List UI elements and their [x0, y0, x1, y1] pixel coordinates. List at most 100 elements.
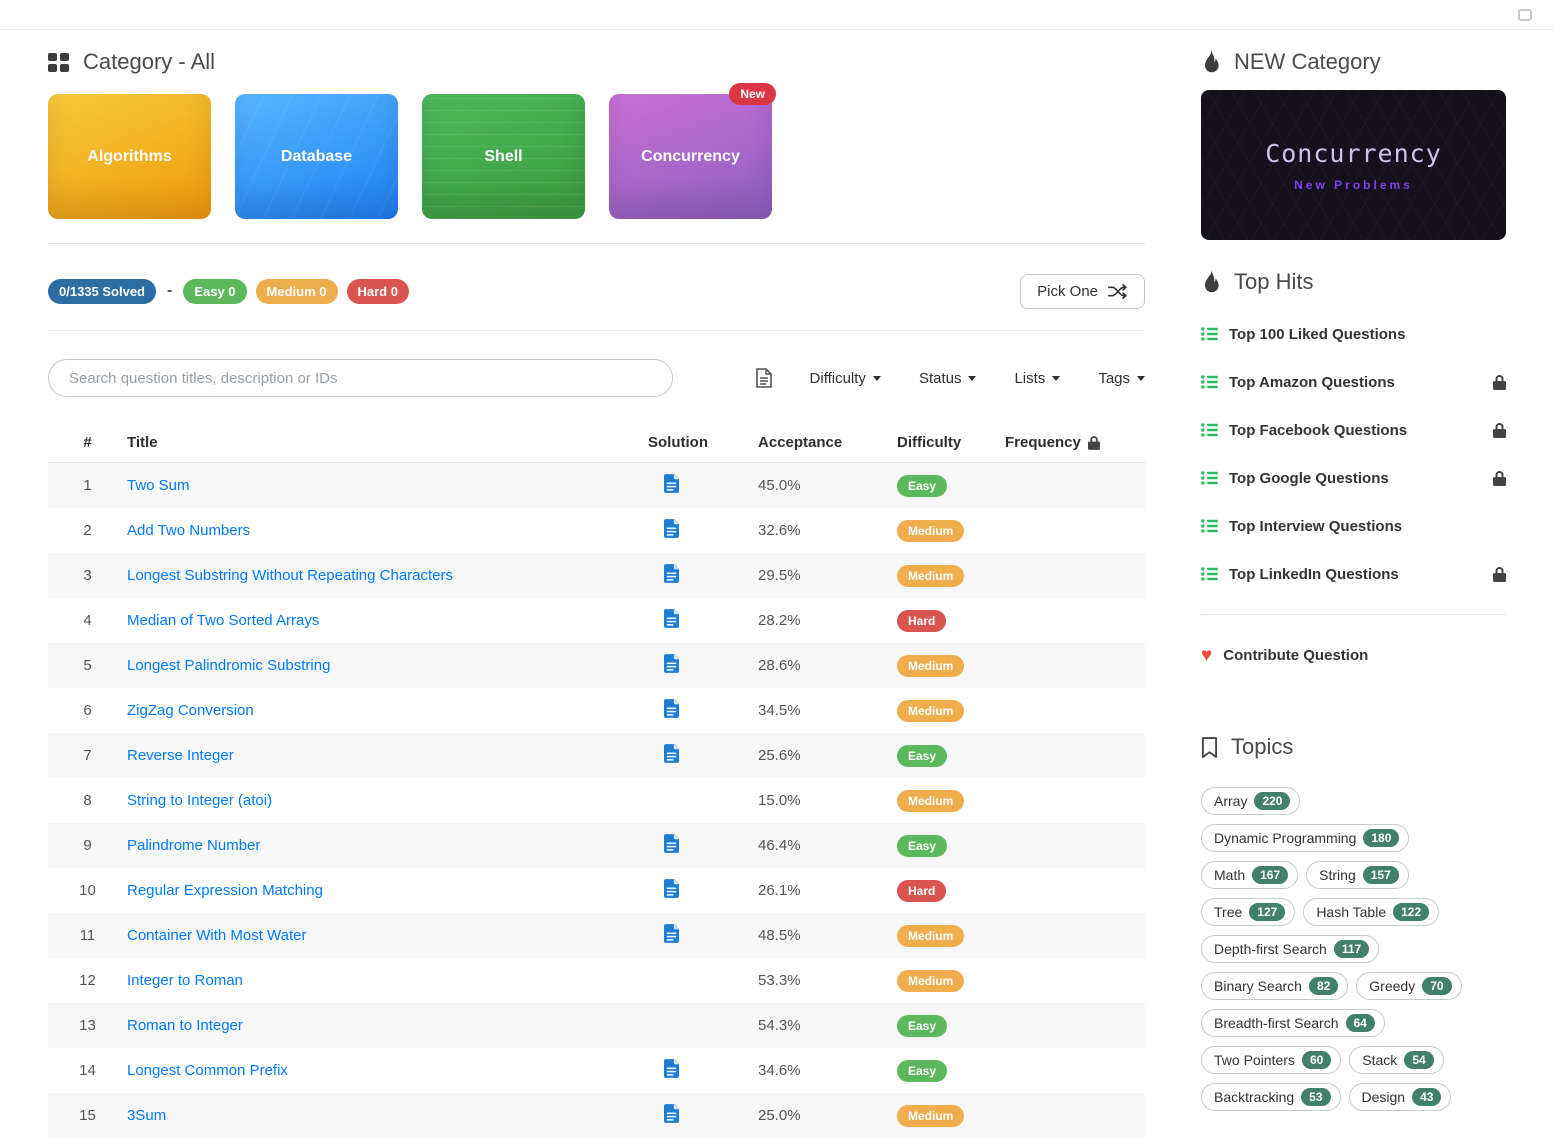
- topic-tag[interactable]: Hash Table 122: [1303, 898, 1440, 926]
- contribute-question-link[interactable]: ♥ Contribute Question: [1201, 641, 1506, 669]
- topic-tag[interactable]: Two Pointers 60: [1201, 1046, 1342, 1074]
- search-input[interactable]: [48, 359, 673, 397]
- solution-icon[interactable]: [664, 609, 679, 628]
- question-title-link[interactable]: Two Sum: [127, 477, 190, 494]
- promo-card-subtitle: New Problems: [1294, 177, 1413, 192]
- solution-icon[interactable]: [664, 1059, 679, 1078]
- topics-title: Topics: [1231, 734, 1294, 759]
- question-number: 9: [83, 837, 92, 854]
- top-hits-item[interactable]: Top 100 Liked Questions: [1201, 310, 1506, 358]
- acceptance-value: 25.6%: [758, 747, 801, 764]
- category-card[interactable]: Algorithms: [48, 94, 211, 219]
- navbar-icon[interactable]: [1518, 8, 1532, 21]
- difficulty-badge: Medium: [897, 564, 965, 587]
- topic-tag-label: Dynamic Programming: [1214, 830, 1357, 846]
- topic-tag[interactable]: Backtracking 53: [1201, 1083, 1341, 1111]
- topic-tag-count: 220: [1254, 792, 1291, 810]
- topics-list: Array 220 Dynamic Programming 180 Math 1…: [1201, 787, 1506, 1111]
- lists-filter[interactable]: Lists: [1014, 369, 1061, 387]
- new-category-title: NEW Category: [1234, 49, 1381, 74]
- concurrency-promo-card[interactable]: Concurrency New Problems: [1201, 90, 1506, 240]
- list-icon: [1201, 423, 1218, 437]
- solution-icon[interactable]: [664, 654, 679, 673]
- topic-tag[interactable]: Array 220: [1201, 787, 1301, 815]
- topic-tag[interactable]: Design 43: [1348, 1083, 1452, 1111]
- question-title-link[interactable]: Longest Palindromic Substring: [127, 657, 331, 674]
- difficulty-badge: Medium: [897, 969, 965, 992]
- question-title-link[interactable]: Reverse Integer: [127, 747, 234, 764]
- chevron-down-icon: [872, 375, 881, 381]
- solution-icon[interactable]: [664, 879, 679, 898]
- solution-icon[interactable]: [664, 834, 679, 853]
- solution-icon[interactable]: [664, 699, 679, 718]
- difficulty-badge: Medium: [897, 789, 965, 812]
- top-hits-item[interactable]: Top Interview Questions: [1201, 502, 1506, 550]
- solution-icon[interactable]: [664, 564, 679, 583]
- category-card[interactable]: Shell: [422, 94, 585, 219]
- top-hits-item[interactable]: Top Facebook Questions: [1201, 406, 1506, 454]
- solution-icon[interactable]: [664, 744, 679, 763]
- difficulty-filter[interactable]: Difficulty: [810, 370, 881, 387]
- table-row: 14 Longest Common Prefix: [48, 1048, 1145, 1093]
- topic-tag[interactable]: Stack 54: [1349, 1046, 1444, 1074]
- progress-stats: 0/1335 Solved - Easy 0 Medium 0 Hard 0 P…: [48, 272, 1145, 310]
- medium-count-badge: Medium 0: [255, 278, 338, 304]
- question-number: 1: [83, 477, 92, 494]
- solution-icon[interactable]: [664, 1104, 679, 1123]
- category-card[interactable]: New Concurrency: [609, 83, 776, 219]
- tags-filter-label: Tags: [1098, 369, 1130, 387]
- question-title-link[interactable]: Longest Substring Without Repeating Char…: [127, 567, 454, 584]
- bookmark-icon: [1201, 736, 1218, 758]
- top-hits-item[interactable]: Top LinkedIn Questions: [1201, 550, 1506, 598]
- lists-filter-label: Lists: [1014, 369, 1046, 387]
- category-card[interactable]: Database: [235, 94, 398, 219]
- top-hits-item[interactable]: Top Amazon Questions: [1201, 358, 1506, 406]
- pick-one-button[interactable]: Pick One: [1020, 273, 1145, 309]
- top-hits-item-label: Top Interview Questions: [1229, 517, 1403, 535]
- question-title-link[interactable]: 3Sum: [127, 1107, 167, 1124]
- question-title-link[interactable]: Regular Expression Matching: [127, 882, 323, 899]
- question-title-link[interactable]: String to Integer (atoi): [127, 792, 273, 809]
- solution-icon[interactable]: [664, 474, 679, 493]
- category-card-label: Concurrency: [641, 147, 740, 165]
- question-title-link[interactable]: Add Two Numbers: [127, 522, 251, 539]
- question-number: 8: [83, 792, 92, 809]
- difficulty-badge: Easy: [897, 1059, 948, 1082]
- question-title-link[interactable]: ZigZag Conversion: [127, 702, 254, 719]
- topic-tag[interactable]: Greedy 70: [1356, 972, 1462, 1000]
- status-filter[interactable]: Status: [919, 370, 977, 387]
- question-title-link[interactable]: Roman to Integer: [127, 1017, 243, 1034]
- topic-tag[interactable]: Dynamic Programming 180: [1201, 824, 1410, 852]
- table-row: 4 Median of Two Sorted Arrays: [48, 598, 1145, 643]
- difficulty-badge: Medium: [897, 519, 965, 542]
- category-cards: Algorithms Database Shell New Concurrenc…: [48, 83, 1145, 219]
- top-hits-item-label: Top 100 Liked Questions: [1229, 325, 1406, 343]
- topic-tag[interactable]: Math 167: [1201, 861, 1299, 889]
- question-title-link[interactable]: Integer to Roman: [127, 972, 243, 989]
- acceptance-value: 48.5%: [758, 927, 801, 944]
- description-filter-icon[interactable]: [755, 368, 772, 388]
- topic-tag[interactable]: Tree 127: [1201, 898, 1296, 926]
- category-card-label: Shell: [484, 147, 523, 165]
- solution-icon[interactable]: [664, 519, 679, 538]
- question-title-link[interactable]: Median of Two Sorted Arrays: [127, 612, 320, 629]
- question-number: 5: [83, 657, 92, 674]
- list-icon: [1201, 519, 1218, 533]
- question-title-link[interactable]: Longest Common Prefix: [127, 1062, 288, 1079]
- question-title-link[interactable]: Palindrome Number: [127, 837, 261, 854]
- question-number: 13: [79, 1017, 96, 1034]
- topic-tag-label: Depth-first Search: [1214, 941, 1327, 957]
- difficulty-badge: Medium: [897, 924, 965, 947]
- tags-filter[interactable]: Tags: [1098, 370, 1145, 387]
- top-hits-item[interactable]: Top Google Questions: [1201, 454, 1506, 502]
- difficulty-badge: Medium: [897, 654, 965, 677]
- table-row: 8 String to Integer (atoi): [48, 778, 1145, 823]
- topic-tag[interactable]: Binary Search 82: [1201, 972, 1349, 1000]
- problems-table: # Title Solution Acceptance Difficulty F…: [48, 423, 1145, 1138]
- acceptance-value: 34.6%: [758, 1062, 801, 1079]
- topic-tag[interactable]: Breadth-first Search 64: [1201, 1009, 1385, 1037]
- topic-tag[interactable]: Depth-first Search 117: [1201, 935, 1380, 963]
- question-title-link[interactable]: Container With Most Water: [127, 927, 307, 944]
- solution-icon[interactable]: [664, 924, 679, 943]
- topic-tag[interactable]: String 157: [1306, 861, 1409, 889]
